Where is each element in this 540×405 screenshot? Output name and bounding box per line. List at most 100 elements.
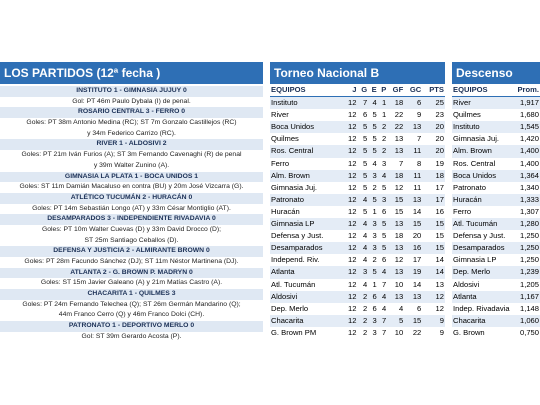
cell-number: 7 xyxy=(382,327,387,337)
table-row: G. Brown PM 12 2 3 7 10 22 9 xyxy=(270,327,445,339)
cell-number: 14 xyxy=(435,255,444,265)
column-header: EQUIPOS xyxy=(270,84,344,98)
cell-number: 1 xyxy=(372,279,377,289)
team-name: Alm. Brown xyxy=(270,169,344,182)
cell-number: 1,250 xyxy=(519,255,539,265)
table-row: Patronato 1,340 xyxy=(452,182,540,194)
cell-number: 9 xyxy=(439,327,444,337)
team-name: River xyxy=(271,110,289,120)
cell-number: 5 xyxy=(362,134,368,144)
table-row: Atl. Tucumán 1,280 xyxy=(452,218,540,231)
match-result: ATLANTA 2 - G. BROWN P. MADRYN 0 xyxy=(0,267,263,279)
cell-number: 5 xyxy=(372,134,377,144)
cell-number: 15 xyxy=(404,314,423,327)
cell-number: 6 xyxy=(362,110,368,120)
cell-number: 1,250 xyxy=(514,242,540,255)
cell-number: 4 xyxy=(357,193,369,206)
match-goals: y 34m Federico Carrizo (RC). xyxy=(87,129,176,137)
cell-number: 13 xyxy=(387,266,405,279)
cell-number: 5 xyxy=(377,242,388,255)
team-name: Atl. Tucumán xyxy=(271,279,316,289)
cell-number: 12 xyxy=(348,279,357,289)
match-goals: Goles: PT 21m Iván Furios (A); ST 3m Fer… xyxy=(21,151,242,159)
cell-number: 19 xyxy=(435,158,444,168)
team-name: Ros. Central xyxy=(453,158,496,168)
table-row: Instituto 1,545 xyxy=(452,121,540,134)
cell-number: 6 xyxy=(417,303,422,313)
cell-number: 16 xyxy=(404,242,423,255)
cell-number: 1 xyxy=(372,206,377,216)
team-name: Quilmes xyxy=(453,110,481,120)
table-row: Huracán 1,333 xyxy=(452,193,540,206)
team-name: Huracán xyxy=(271,206,300,216)
table-row: Boca Unidos 1,364 xyxy=(452,169,540,182)
table: EQUIPOS Prom. River 1,917 Quilmes 1,680 Instit… xyxy=(452,84,540,339)
team-name: Indep. Rivadavia xyxy=(453,303,510,313)
team-name: G. Brown xyxy=(453,327,485,337)
table-row: Atlanta 1,167 xyxy=(452,290,540,303)
cell-number: 12 xyxy=(348,158,357,168)
cell-number: 5 xyxy=(368,121,378,134)
table-row: Aldosivi 1,205 xyxy=(452,279,540,291)
table-row: G. Brown 0,750 xyxy=(452,327,540,339)
cell-number: 12 xyxy=(348,134,357,144)
team-name: Atl. Tucumán xyxy=(452,218,515,231)
team-name: River xyxy=(452,96,515,110)
cell-number: 3 xyxy=(368,242,378,255)
table-row: Gimnasia LP 12 4 3 5 13 15 15 xyxy=(270,218,445,231)
cell-number: 3 xyxy=(368,314,378,327)
cell-number: 15 xyxy=(422,218,445,231)
cell-number: 5 xyxy=(362,158,368,168)
team-name: G. Brown PM xyxy=(271,327,317,337)
match-result: ATLÉTICO TUCUMÁN 2 - HURACÁN 0 xyxy=(0,192,263,204)
cell-number: 1 xyxy=(377,96,388,110)
table-row: Ferro 12 5 4 3 7 8 19 xyxy=(270,158,445,170)
table-row: Ros. Central 12 5 5 2 13 11 20 xyxy=(270,145,445,158)
team-name: Defensa y Just. xyxy=(271,231,324,241)
cell-number: 12 xyxy=(343,218,358,231)
match-result: INSTITUTO 1 - GIMNASIA JUJUY 0 xyxy=(0,86,263,97)
cell-number: 1,545 xyxy=(514,121,540,134)
table-row: Instituto 12 7 4 1 18 6 25 xyxy=(270,96,445,110)
cell-number: 4 xyxy=(362,255,368,265)
cell-number: 4 xyxy=(377,266,388,279)
panel-title: Torneo Nacional B xyxy=(270,62,445,84)
cell-number: 3 xyxy=(377,193,388,206)
cell-number: 13 xyxy=(404,121,423,134)
match-goals: Goles: PT 10m Walter Cuevas (D) y 33m Da… xyxy=(41,225,222,233)
team-name: Quilmes xyxy=(271,134,299,144)
team-name: Instituto xyxy=(270,96,344,110)
cell-number: 2 xyxy=(372,182,377,192)
cell-number: 3 xyxy=(372,231,377,241)
team-name: Gimnasia Juj. xyxy=(271,182,318,192)
team-name: Chacarita xyxy=(270,314,344,327)
cell-number: 14 xyxy=(412,279,422,289)
team-name: Ros. Central xyxy=(270,145,344,158)
cell-number: 17 xyxy=(412,255,422,265)
team-name: Boca Unidos xyxy=(452,169,515,182)
cell-number: 22 xyxy=(394,110,404,120)
column-header: P xyxy=(377,84,388,98)
cell-number: 10 xyxy=(394,279,404,289)
column-header: GF xyxy=(387,84,405,98)
table-row: Quilmes 12 5 5 2 13 7 20 xyxy=(270,133,445,145)
team-name: Desamparados xyxy=(270,242,344,255)
cell-number: 4 xyxy=(362,279,368,289)
cell-number: 12 xyxy=(348,206,357,216)
column-header: G xyxy=(357,84,369,98)
cell-number: 12 xyxy=(394,255,404,265)
cell-number: 11 xyxy=(404,145,423,158)
cell-number: 3 xyxy=(372,327,377,337)
match-goals: Goles: PT 24m Fernando Telechea (Q); ST … xyxy=(22,300,241,308)
cell-number: 14 xyxy=(422,266,445,279)
cell-number: 0,750 xyxy=(519,327,539,337)
table: EQUIPOS J G E P GF GC PTS Instituto 12 7 4 1 18 6 25 Riv… xyxy=(270,84,445,339)
cell-number: 16 xyxy=(435,206,444,216)
match-goals: Gol: ST 39m Gerardo Acosta (P). xyxy=(81,332,182,340)
cell-number: 4 xyxy=(357,218,369,231)
team-name: Gimnasia LP xyxy=(453,255,497,265)
cell-number: 5 xyxy=(368,266,378,279)
match-result: ROSARIO CENTRAL 3 - FERRO 0 xyxy=(0,107,263,119)
team-name: Gimnasia Juj. xyxy=(453,134,500,144)
cell-number: 14 xyxy=(412,206,422,216)
